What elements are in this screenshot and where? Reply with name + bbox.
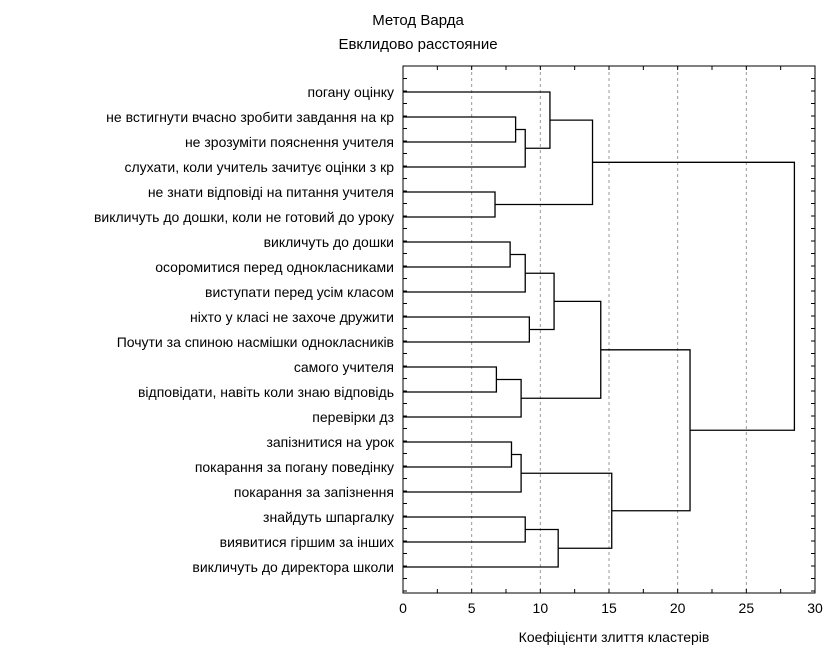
leaf-label: самого учителя	[294, 359, 394, 375]
cluster-link	[403, 378, 522, 418]
chart-subtitle: Евклидово расстояние	[338, 36, 497, 53]
leaf-label: виявитися гіршим за інших	[220, 534, 394, 550]
leaf-label: запізнитися на урок	[266, 434, 394, 450]
cluster-link	[403, 528, 559, 568]
x-tick-label: 30	[807, 600, 823, 616]
cluster-link	[403, 366, 498, 393]
leaf-label: не зрозуміти пояснення учителя	[185, 134, 394, 150]
cluster-link	[521, 472, 613, 549]
leaf-labels: погану оцінку не встигнути вчасно зробити…	[94, 84, 395, 575]
x-tick-label: 0	[399, 600, 407, 616]
leaf-label: Почути за спиною насмішки однокласників	[117, 334, 394, 350]
leaf-label: ніхто у класі не захоче дружити	[190, 309, 394, 325]
cluster-link	[403, 91, 551, 149]
cluster-link	[592, 161, 796, 431]
cluster-link	[495, 119, 594, 206]
leaf-label: покарання за запізнення	[234, 484, 394, 500]
x-tick-label: 10	[533, 600, 549, 616]
cluster-link	[403, 253, 526, 293]
cluster-link	[403, 453, 522, 493]
x-tick-label: 5	[468, 600, 476, 616]
x-tick-label: 25	[739, 600, 755, 616]
leaf-label: викличуть до директора школи	[192, 559, 394, 575]
leaf-label: слухати, коли учитель зачитує оцінки з к…	[125, 159, 395, 175]
leaf-label: викличуть до дошки, коли не готовий до у…	[94, 209, 394, 225]
x-axis-label: Коефіцієнти злиття кластерів	[519, 629, 710, 645]
leaf-label: осоромитися перед однокласниками	[155, 259, 394, 275]
x-tick-label: 20	[670, 600, 686, 616]
dendrogram-links	[403, 91, 796, 568]
cluster-link	[521, 300, 602, 399]
cluster-link	[403, 516, 526, 543]
leaf-label: не встигнути вчасно зробити завдання на …	[106, 109, 394, 125]
leaf-label: не знати відповіді на питання учителя	[148, 184, 394, 200]
leaf-label: відповідати, навіть коли знаю відповідь	[138, 384, 394, 400]
grid-lines	[471, 66, 747, 593]
cluster-link	[403, 191, 496, 218]
leaf-label: викличуть до дошки	[264, 234, 394, 250]
chart-title: Метод Варда	[372, 12, 464, 29]
x-tick-label: 15	[601, 600, 617, 616]
cluster-link	[403, 441, 513, 468]
cluster-link	[403, 241, 511, 268]
leaf-label: покарання за погану поведінку	[195, 459, 394, 475]
cluster-link	[403, 128, 526, 168]
leaf-label: виступати перед усім класом	[205, 284, 394, 300]
x-tick-labels: 0 5 10 15 20 25 30	[399, 600, 823, 616]
cluster-link	[403, 116, 517, 143]
leaf-label: знайдуть шпаргалку	[263, 509, 394, 525]
axis-ticks	[402, 66, 816, 593]
cluster-link	[403, 316, 530, 343]
leaf-label: погану оцінку	[307, 84, 394, 100]
leaf-label: перевірки дз	[312, 409, 394, 425]
cluster-link	[600, 349, 691, 512]
